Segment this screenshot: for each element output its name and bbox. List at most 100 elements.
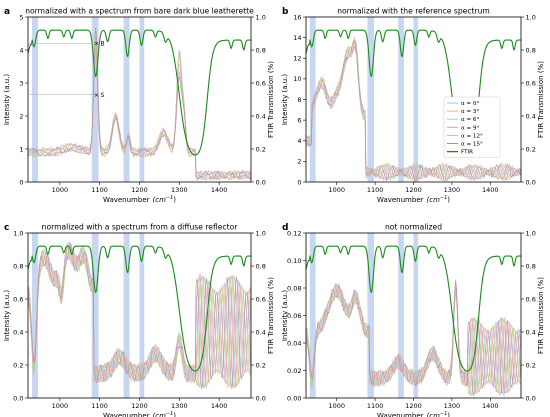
y2-tick-label: 0.2	[256, 145, 266, 153]
chart-panel-c: 1000 1100 1200 1300 1400 0.0 0.2 0.4 0.6 0.8 1.0 0.…	[3, 223, 275, 417]
highlight-band	[367, 17, 374, 182]
y-tick-label: 6	[297, 116, 301, 124]
y-tick-label: 0.6	[13, 295, 23, 303]
x-tick-label: 1300	[444, 402, 461, 410]
y-axis-label: Intensity (a.u.)	[3, 74, 11, 126]
legend-label: α = 15°	[461, 142, 483, 148]
highlight-band	[413, 233, 419, 398]
ftir-line	[305, 29, 521, 156]
annotation-marker: ×	[94, 41, 99, 48]
highlight-band	[367, 233, 374, 398]
annotation-marker: ×	[94, 92, 99, 99]
x-tick-label: 1100	[367, 402, 384, 410]
chart-title: normalized with the reference spectrum	[337, 7, 490, 16]
highlight-band	[139, 17, 145, 182]
series-line	[27, 50, 252, 181]
x-tick-label: 1200	[131, 402, 148, 410]
series-line	[27, 27, 252, 181]
ftir-line	[305, 245, 521, 372]
y-tick-label: 2	[297, 158, 301, 166]
y-tick-label: 0.00	[287, 394, 301, 402]
y2-tick-label: 0.0	[256, 394, 266, 402]
y2-tick-label: 0.6	[256, 79, 266, 87]
y2-tick-label: 0.0	[256, 178, 266, 186]
chart-panel-a: 1000 1100 1200 1300 1400 0 1 2 3 4 5 0.0 0.2 0.4 0.6 0.…	[3, 7, 275, 205]
y-tick-label: 3	[19, 79, 23, 87]
series-line	[305, 279, 522, 396]
legend-label: α = 3°	[461, 109, 479, 115]
x-tick-label: 1400	[211, 402, 228, 410]
x-axis-label-sup: −1	[166, 411, 173, 417]
highlight-band	[309, 233, 316, 398]
x-tick-label: 1200	[405, 402, 422, 410]
highlight-band	[123, 17, 130, 182]
y-axis-label: Intensity (a.u.)	[281, 74, 289, 126]
x-axis-label: Wavenumber (cm−1)	[103, 195, 176, 204]
series-line	[27, 243, 252, 389]
x-axis-label-unit: (cm	[427, 412, 441, 417]
highlight-band	[398, 17, 404, 182]
y2-tick-label: 0.4	[256, 328, 266, 336]
x-tick-label: 1200	[131, 186, 148, 194]
y-tick-label: 0.8	[13, 262, 23, 270]
series-line	[305, 40, 522, 182]
y2-tick-label: 0.2	[256, 361, 266, 369]
highlight-band	[31, 17, 38, 182]
x-axis-label-unit: (cm	[153, 412, 167, 417]
highlight-band	[31, 233, 38, 398]
annotation-label: B	[100, 41, 104, 48]
x-tick-label: 1200	[405, 186, 422, 194]
y-axis-label: Intensity (a.u.)	[281, 290, 289, 342]
y-tick-label: 8	[297, 96, 301, 104]
y2-tick-label: 0.6	[256, 295, 266, 303]
y2-axis-label: FTIR Transmission (%)	[267, 61, 275, 138]
y2-tick-label: 0.6	[526, 79, 536, 87]
series-line	[27, 242, 252, 388]
y-tick-label: 4	[19, 46, 23, 54]
highlight-band	[91, 17, 99, 182]
x-tick-label: 1100	[91, 186, 108, 194]
highlight-band	[123, 233, 130, 398]
x-tick-label: 1400	[211, 186, 228, 194]
y-tick-label: 0	[297, 178, 301, 186]
x-axis-label: Wavenumber (cm−1)	[377, 195, 450, 204]
y2-axis-label: FTIR Transmission (%)	[267, 277, 275, 354]
highlight-band	[413, 17, 419, 182]
legend-label: α = 0°	[461, 101, 479, 107]
x-axis-label-unit: (cm	[427, 196, 441, 204]
y-tick-label: 0.02	[287, 367, 301, 375]
y2-tick-label: 0.0	[526, 178, 536, 186]
x-axis-label-close: )	[173, 412, 176, 417]
x-tick-label: 1300	[171, 402, 188, 410]
panel-label: b	[282, 7, 289, 17]
x-tick-label: 1000	[52, 186, 69, 194]
y-tick-label: 2	[19, 112, 23, 120]
x-axis-label-sup: −1	[440, 411, 447, 417]
y2-axis-label: FTIR Transmission (%)	[537, 61, 545, 138]
y2-tick-label: 0.4	[526, 328, 536, 336]
legend-label: α = 9°	[461, 125, 479, 131]
series-line	[27, 36, 252, 182]
legend-label: FTIR	[461, 150, 473, 156]
x-axis-label: Wavenumber (cm−1)	[377, 411, 450, 417]
chart-title: normalized with a spectrum from a diffus…	[42, 223, 239, 232]
y2-axis-label: FTIR Transmission (%)	[537, 277, 545, 354]
y2-tick-label: 0.0	[526, 394, 536, 402]
highlight-band	[91, 233, 99, 398]
y2-tick-label: 1.0	[256, 229, 266, 237]
panel-label: c	[4, 223, 9, 233]
chart-title: normalized with a spectrum from bare dar…	[25, 7, 254, 16]
y-tick-label: 1.0	[13, 229, 23, 237]
series-line	[305, 36, 522, 182]
x-axis-label-text: Wavenumber	[103, 412, 150, 417]
y2-tick-label: 0.8	[256, 46, 266, 54]
x-tick-label: 1100	[91, 402, 108, 410]
y-axis-label: Intensity (a.u.)	[3, 290, 11, 342]
y-tick-label: 0.10	[287, 257, 301, 265]
y-tick-label: 0.04	[287, 339, 301, 347]
y2-tick-label: 0.8	[526, 262, 536, 270]
x-axis-label-unit: (cm	[153, 196, 167, 204]
y-tick-label: 0.0	[13, 394, 23, 402]
y2-tick-label: 0.4	[256, 112, 266, 120]
